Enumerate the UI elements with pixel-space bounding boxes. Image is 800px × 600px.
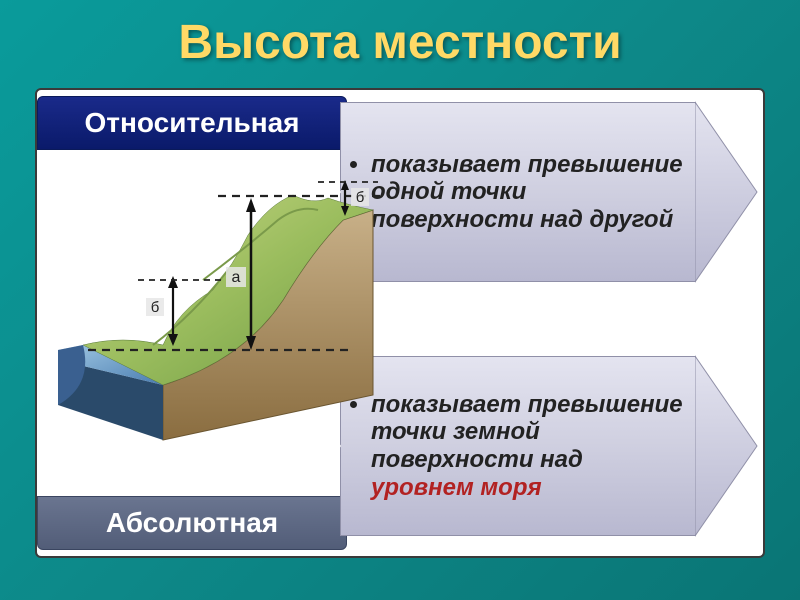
page-title: Высота местности bbox=[0, 0, 800, 70]
arrow-head-icon bbox=[696, 102, 758, 282]
card-absolute-text-pre: показывает превышение точки земной повер… bbox=[371, 391, 683, 473]
tab-absolute: Абсолютная bbox=[37, 496, 347, 550]
card-absolute-text: показывает превышение точки земной повер… bbox=[371, 391, 685, 501]
card-relative: показывает превышение одной точки поверх… bbox=[340, 102, 758, 282]
label-b2: б bbox=[356, 189, 365, 206]
tab-relative: Относительная bbox=[37, 96, 347, 150]
content-panel: Относительная Абсолютная показывает прев… bbox=[35, 88, 765, 558]
arrow-head-icon bbox=[696, 356, 758, 536]
card-relative-text: показывает превышение одной точки поверх… bbox=[371, 151, 685, 234]
label-a: а bbox=[232, 269, 241, 286]
card-absolute: показывает превышение точки земной повер… bbox=[340, 356, 758, 536]
label-b1: б bbox=[151, 299, 160, 316]
terrain-diagram: а б б bbox=[43, 150, 388, 455]
card-absolute-accent: уровнем моря bbox=[371, 474, 542, 501]
